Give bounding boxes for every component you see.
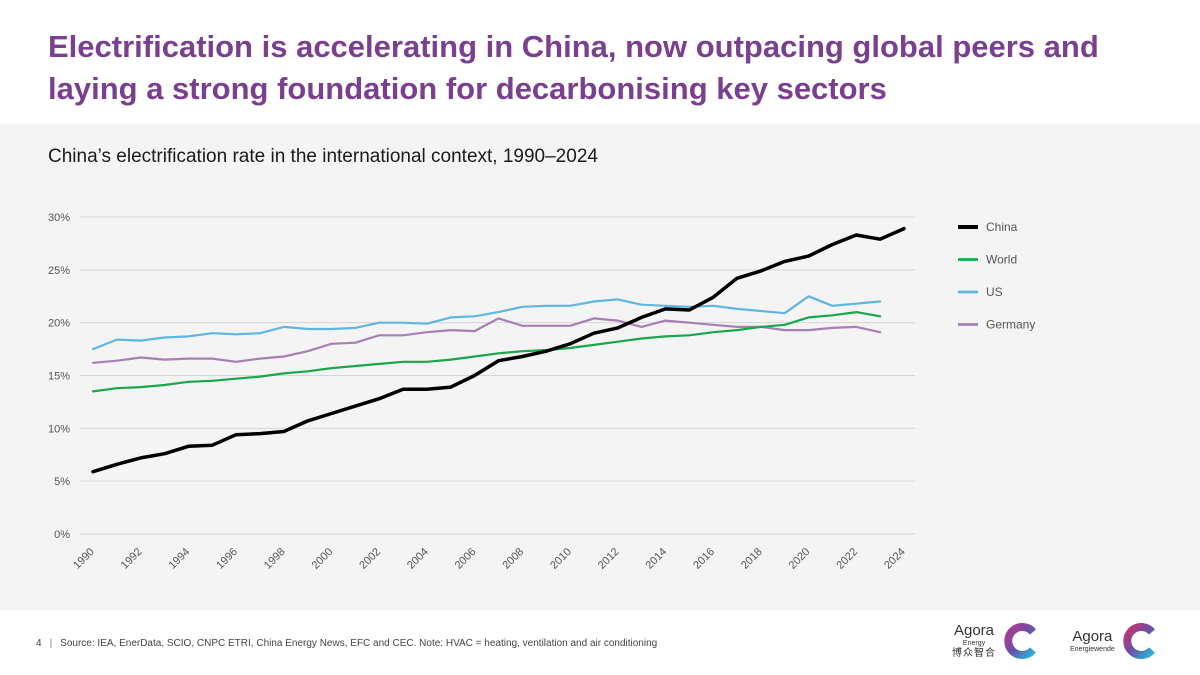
- x-tick-label: 2006: [453, 546, 479, 572]
- x-tick-label: 1998: [262, 546, 288, 572]
- x-tick-label: 2010: [548, 546, 574, 572]
- y-tick-label: 20%: [48, 318, 70, 330]
- source-note: Source: IEA, EnerData, SCIO, CNPC ETRI, …: [60, 638, 658, 649]
- x-tick-label: 2022: [834, 546, 860, 572]
- x-tick-label: 2024: [882, 546, 908, 572]
- y-tick-label: 25%: [48, 265, 70, 277]
- logo-chinese: 博众智合: [952, 647, 996, 659]
- page-headline: Electrification is accelerating in China…: [48, 29, 1099, 106]
- agora-energiewende-logo: Agora Energiewende: [1070, 622, 1159, 660]
- line-chart: 0% 5% 10% 15% 20% 25% 30% 1990 1992 1994 1996 1998 2…: [48, 212, 1035, 572]
- series-line-germany: [91, 317, 882, 364]
- legend-label: Germany: [986, 318, 1035, 332]
- x-tick-label: 1996: [214, 546, 240, 572]
- agora-energy-logo: Agora Energy 博众智合: [952, 622, 1040, 660]
- x-tick-label: 2020: [787, 546, 813, 572]
- page-number: 4: [36, 638, 42, 649]
- legend-label: World: [986, 253, 1017, 267]
- legend-label: US: [986, 285, 1003, 299]
- chart-panel: China’s electrification rate in the inte…: [0, 124, 1200, 610]
- y-tick-label: 10%: [48, 423, 70, 435]
- logo-sub: Energiewende: [1070, 645, 1115, 653]
- x-tick-label: 2004: [405, 546, 431, 572]
- series-line-china: [91, 226, 906, 474]
- chart-title: China’s electrification rate in the inte…: [48, 146, 598, 167]
- y-tick-label: 30%: [48, 212, 70, 224]
- series-line-us: [91, 295, 882, 351]
- x-tick-label: 2000: [310, 546, 336, 572]
- x-tick-label: 2014: [644, 546, 670, 572]
- x-tick-label: 2008: [500, 546, 526, 572]
- footer: 4 | Source: IEA, EnerData, SCIO, CNPC ET…: [36, 638, 657, 649]
- y-tick-label: 15%: [48, 371, 70, 383]
- x-tick-label: 2018: [739, 546, 765, 572]
- x-tick-label: 1992: [119, 546, 145, 572]
- x-tick-label: 2002: [357, 546, 383, 572]
- footer-separator: |: [49, 638, 53, 649]
- y-tick-label: 0%: [54, 529, 70, 541]
- x-tick-label: 2012: [596, 546, 622, 572]
- logo-sub: Energy: [962, 639, 986, 647]
- x-tick-label: 2016: [691, 546, 717, 572]
- y-tick-label: 5%: [54, 476, 70, 488]
- agora-c-icon: [1004, 623, 1037, 659]
- x-tick-label: 1994: [166, 546, 192, 572]
- logo-brand: Agora: [1072, 627, 1113, 645]
- x-tick-label: 1990: [71, 546, 97, 572]
- legend-label: China: [986, 220, 1018, 234]
- logo-brand: Agora: [953, 621, 995, 639]
- series-line-world: [91, 311, 882, 393]
- agora-c-icon: [1123, 623, 1155, 659]
